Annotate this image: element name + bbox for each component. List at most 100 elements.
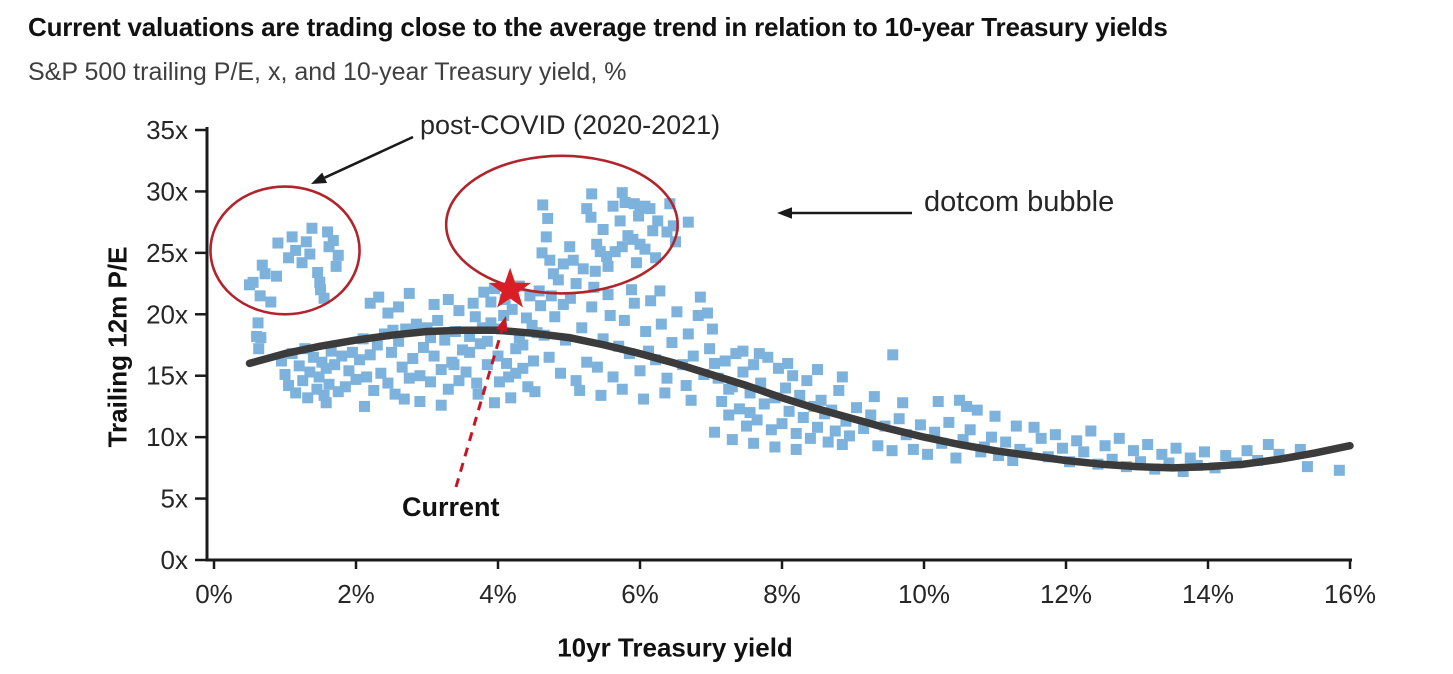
scatter-point — [733, 403, 745, 415]
scatter-point — [1294, 443, 1306, 455]
scatter-point — [272, 237, 284, 249]
scatter-point — [557, 298, 569, 310]
scatter-point — [868, 391, 880, 403]
scatter-point — [325, 345, 337, 357]
scatter-point — [253, 343, 265, 355]
scatter-point — [510, 367, 522, 379]
dotcom-arrow-head — [777, 207, 792, 219]
scatter-point — [744, 387, 756, 399]
scatter-point — [616, 383, 628, 395]
scatter-point — [393, 301, 405, 313]
scatter-point — [526, 319, 538, 331]
scatter-point — [417, 341, 429, 353]
scatter-point — [501, 357, 513, 369]
scatter-point — [1106, 453, 1118, 465]
x-tick-label: 14% — [1182, 579, 1234, 609]
scatter-point — [633, 210, 645, 222]
scatter-point — [478, 286, 490, 298]
scatter-point — [1170, 442, 1182, 454]
scatter-point — [505, 392, 517, 404]
scatter-point — [758, 398, 770, 410]
scatter-point — [1035, 432, 1047, 444]
scatter-point — [520, 312, 532, 324]
scatter-point — [307, 351, 319, 363]
scatter-point — [517, 362, 529, 374]
scatter-point — [286, 231, 298, 243]
scatter-point — [536, 247, 548, 259]
y-tick-label: 5x — [161, 484, 188, 514]
scatter-point — [364, 297, 376, 309]
scatter-point — [776, 418, 788, 430]
scatter-point — [528, 355, 539, 367]
scatter-point — [464, 346, 476, 358]
post-covid-arrow-line — [324, 135, 414, 179]
scatter-point — [950, 452, 962, 464]
scatter-point — [576, 322, 588, 334]
scatter-point — [609, 246, 621, 258]
current-dashed-arrow-line — [454, 329, 504, 488]
x-tick-label: 8% — [763, 579, 801, 609]
scatter-point — [396, 361, 408, 373]
scatter-point — [304, 248, 316, 260]
scatter-point — [1010, 420, 1022, 432]
ellipse-post-covid — [209, 185, 361, 316]
scatter-point — [453, 375, 465, 387]
scatter-point — [616, 241, 628, 253]
scatter-point — [364, 349, 376, 361]
scatter-point — [897, 397, 909, 409]
scatter-point — [314, 276, 326, 288]
scatter-point — [1078, 446, 1090, 458]
scatter-point — [597, 333, 609, 345]
scatter-point — [840, 415, 852, 427]
scatter-point — [435, 364, 447, 376]
scatter-point — [661, 226, 673, 238]
scatter-point — [354, 354, 366, 366]
x-tick-label: 4% — [479, 579, 517, 609]
scatter-point — [524, 290, 536, 302]
scatter-point — [535, 300, 547, 312]
scatter-point — [602, 260, 614, 272]
x-tick-label: 16% — [1324, 579, 1376, 609]
scatter-point — [804, 432, 816, 444]
scatter-point — [570, 375, 582, 387]
scatter-point — [782, 357, 794, 369]
scatter-point — [737, 366, 749, 378]
scatter-point — [382, 307, 394, 319]
scatter-point — [316, 356, 328, 368]
scatter-point — [570, 278, 582, 290]
scatter-point — [801, 375, 813, 387]
scatter-point — [283, 380, 295, 392]
scatter-point — [1163, 457, 1175, 469]
y-tick-label: 10x — [146, 422, 188, 452]
scatter-point — [644, 203, 656, 215]
scatter-point — [469, 311, 481, 323]
scatter-point — [723, 383, 735, 395]
scatter-point — [652, 215, 664, 227]
scatter-point — [318, 389, 330, 401]
scatter-point — [601, 251, 613, 263]
scatter-point — [457, 344, 468, 356]
scatter-point — [359, 400, 371, 412]
scatter-point — [564, 292, 576, 304]
scatter-point — [1177, 466, 1189, 478]
scatter-point — [618, 314, 630, 326]
scatter-point — [614, 215, 626, 227]
scatter-point — [671, 306, 683, 318]
y-tick-label: 25x — [146, 238, 188, 268]
scatter-point — [425, 376, 437, 388]
scatter-point — [453, 305, 465, 317]
scatter-point — [893, 413, 905, 425]
scatter-point — [474, 338, 486, 350]
scatter-point — [506, 303, 518, 315]
scatter-point — [753, 348, 765, 360]
scatter-point — [283, 252, 295, 264]
scatter-point — [744, 407, 756, 419]
scatter-point — [790, 427, 802, 439]
scatter-point — [985, 431, 997, 443]
scatter-point — [428, 350, 440, 362]
scatter-point — [522, 381, 534, 393]
scatter-point — [312, 267, 324, 279]
scatter-point — [643, 345, 655, 357]
scatter-point — [252, 317, 264, 329]
